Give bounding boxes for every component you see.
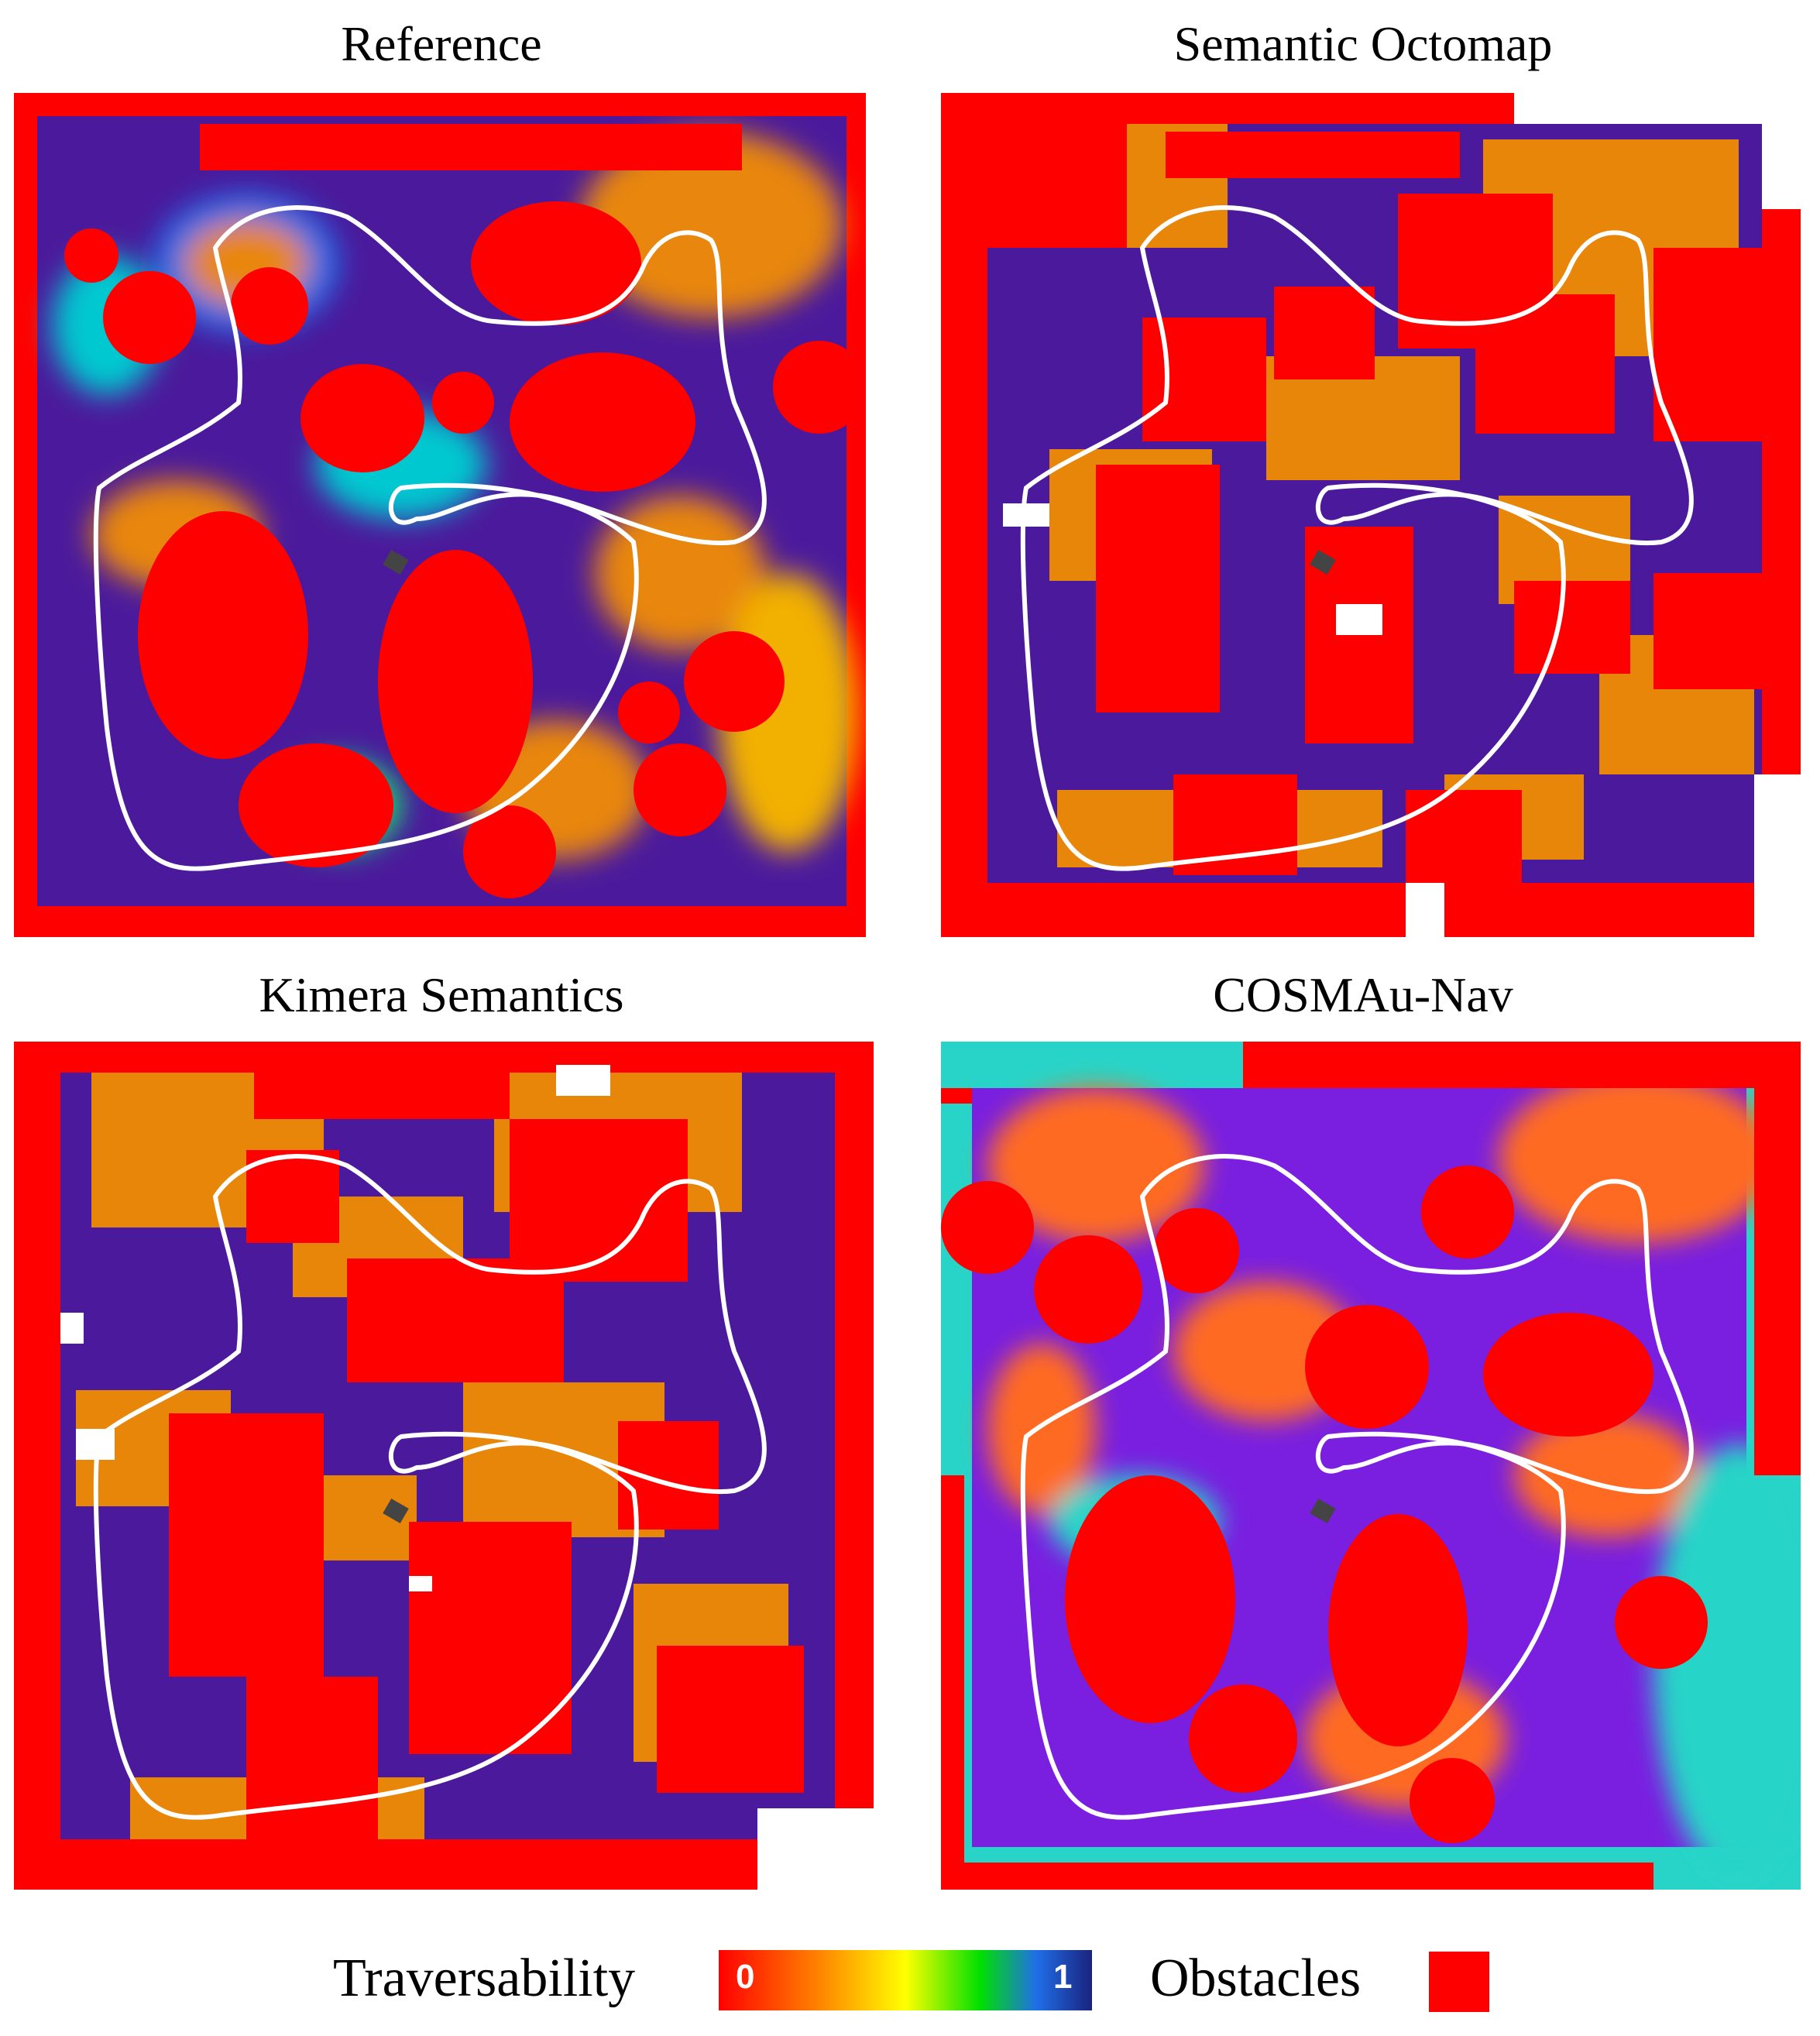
panel-title-cosmau-nav: COSMAu-Nav xyxy=(1213,967,1513,1022)
unknown-regions xyxy=(1003,93,1801,937)
obstacles xyxy=(14,93,866,898)
unknown-regions xyxy=(60,1065,874,1890)
robot-icon xyxy=(383,549,409,575)
panel-title-kimera-semantics: Kimera Semantics xyxy=(259,967,624,1022)
robot-icon xyxy=(1310,1498,1336,1524)
legend-obstacles-label: Obstacles xyxy=(1150,1948,1362,2008)
reference-map xyxy=(14,93,866,937)
obstacles xyxy=(941,93,1801,937)
obstacles xyxy=(941,1042,1801,1890)
kimera-semantics-map xyxy=(14,1042,874,1890)
obstacles-swatch xyxy=(1429,1952,1489,2012)
robot-path xyxy=(1020,1154,1694,1820)
colorbar-min-label: 0 xyxy=(736,1958,755,1996)
legend-traversability-label: Traversability xyxy=(333,1948,636,2008)
panel-title-semantic-octomap: Semantic Octomap xyxy=(1173,16,1553,71)
obstacles xyxy=(14,1042,874,1890)
semantic-octomap-map xyxy=(941,93,1801,937)
panel-title-reference: Reference xyxy=(341,16,542,71)
robot-path xyxy=(1020,205,1694,871)
cosmau-nav-map xyxy=(941,1042,1801,1890)
colorbar-max-label: 1 xyxy=(1053,1958,1073,1996)
robot-path xyxy=(93,1154,767,1820)
robot-icon xyxy=(383,1498,409,1524)
traversability-colorbar xyxy=(719,1950,1092,2010)
robot-path xyxy=(93,205,767,871)
robot-icon xyxy=(1310,549,1336,575)
